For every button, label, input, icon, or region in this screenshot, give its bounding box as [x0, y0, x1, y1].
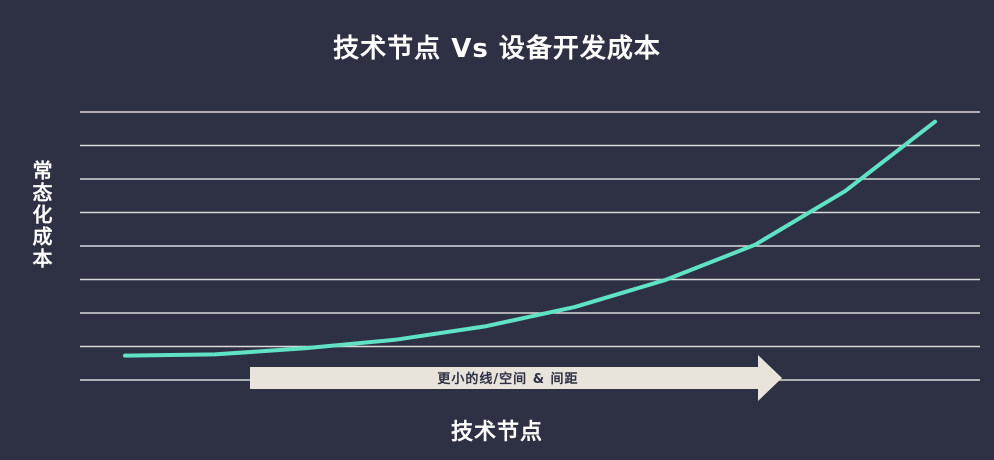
y-axis-label: 常态化成本	[29, 160, 53, 270]
data-point	[394, 339, 396, 341]
data-point	[574, 306, 576, 308]
arrow-annotation: 更小的线/空间 & 间距	[437, 371, 578, 387]
grid-lines	[80, 111, 980, 381]
chart-title: 技术节点 Vs 设备开发成本	[333, 34, 661, 64]
arrow-shape	[250, 355, 782, 401]
data-point	[484, 325, 486, 327]
x-axis-label: 技术节点	[450, 420, 543, 445]
series-layer	[123, 119, 937, 358]
data-point	[844, 190, 846, 192]
data-point	[214, 353, 216, 355]
data-point	[664, 279, 666, 281]
data-point	[124, 355, 126, 357]
series-line	[123, 119, 937, 358]
direction-arrow: 更小的线/空间 & 间距	[250, 355, 782, 401]
data-point	[934, 121, 936, 123]
data-point	[754, 244, 756, 246]
data-point	[304, 347, 306, 349]
